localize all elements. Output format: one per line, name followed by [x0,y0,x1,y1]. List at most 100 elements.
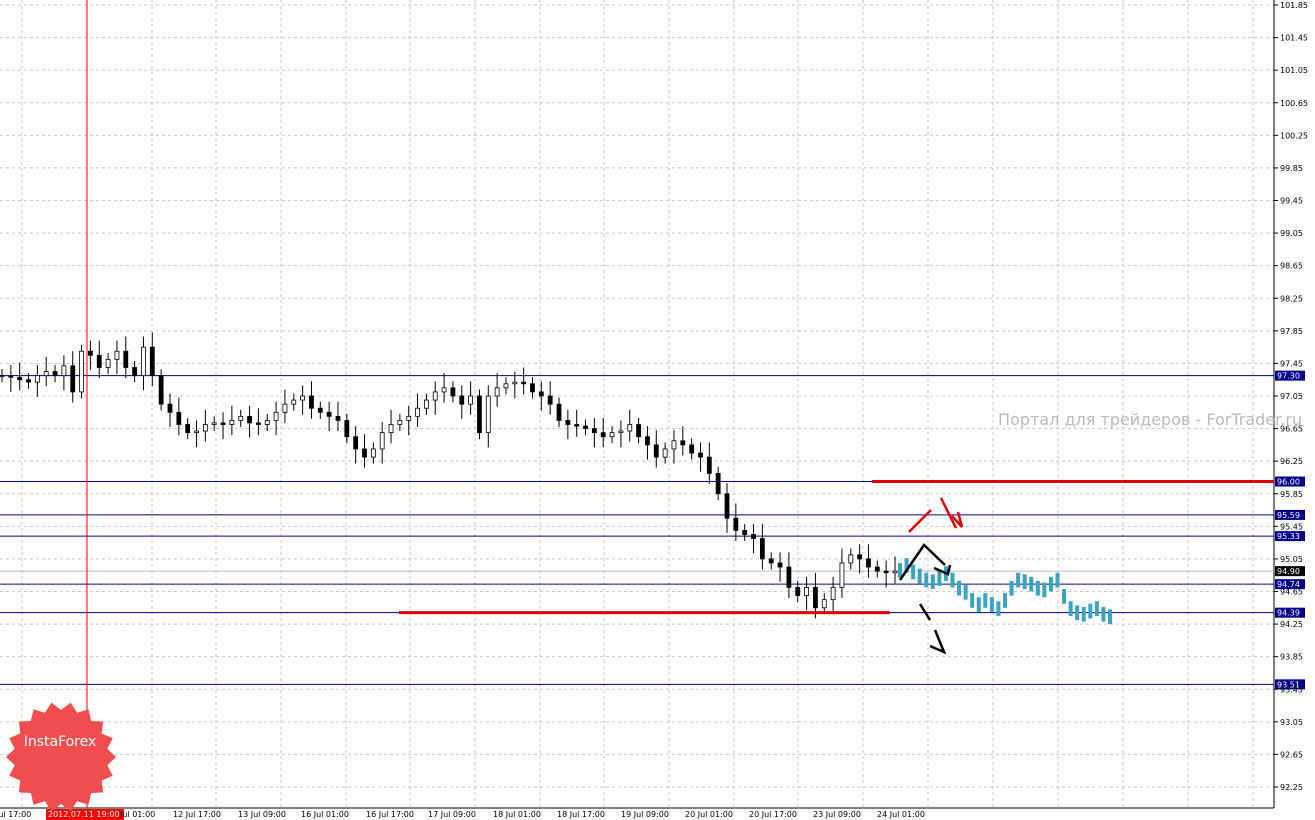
candle-body [282,403,288,413]
forecast-bar [957,580,962,596]
candle-body [724,493,730,519]
support-resistance-lines [399,480,1274,615]
candle-body [309,395,314,409]
candle-body [477,395,482,434]
candle-body [362,448,367,458]
y-tick-label: 92.25 [1280,783,1303,792]
y-tick-label: 98.65 [1280,262,1303,271]
candle-body [600,432,606,438]
forecast-bar [1035,580,1040,596]
forecast-bar [911,564,916,580]
red-arrow-down [939,497,958,529]
candle-body [689,444,695,454]
level-label: 93.51 [1277,680,1300,689]
y-tick-label: 97.85 [1280,327,1303,336]
y-tick-label: 99.05 [1280,229,1303,238]
candle-body [256,422,261,425]
x-tick-label: 23 Jul 09:00 [813,810,861,819]
forecast-bar [1101,606,1106,622]
watermark: Портал для трейдеров - ForTrader.ru [998,410,1303,429]
forecast-bar [1022,574,1027,590]
level-label-bg [1275,476,1305,487]
candle-body [866,558,871,568]
level-label: 95.33 [1277,532,1300,541]
candle-body [211,422,217,425]
level-label: 95.59 [1277,511,1300,520]
candle-body [291,399,297,405]
candle-body [26,379,31,383]
candle-body [503,383,509,389]
candle-body [786,566,792,588]
candle-body [653,444,659,458]
level-label-bg [1275,679,1305,690]
cursor-time-bg [46,809,124,820]
candle-body [141,346,146,377]
candle-body [123,350,129,368]
x-tick-label: 20 Jul 01:00 [685,810,733,819]
y-tick-label: 95.85 [1280,490,1303,499]
y-tick-label: 94.65 [1280,588,1303,597]
candle-body [379,432,385,450]
candle-body [158,375,164,405]
forecast-bar [963,584,968,600]
y-tick-label: 93.05 [1280,718,1303,727]
forecast-bar [1009,580,1014,596]
level-label-bg [1275,607,1305,618]
candle-body [300,395,306,401]
level-label-bg [1275,370,1305,381]
current-price-bg [1275,566,1305,577]
forecast-bar [904,558,909,573]
instaforex-logo [6,702,116,812]
forecast-bar [1048,576,1053,592]
candle-body [892,570,898,574]
candle-body [759,538,765,560]
candle-body [645,436,650,446]
forecast-bar [937,571,942,586]
candle-body [70,365,76,393]
candle-body [556,403,562,421]
candle-body [813,587,818,609]
forecast-bar [898,562,902,578]
level-label-bg [1275,531,1305,542]
forecast-bar [989,597,994,612]
y-axis: 101.85 101.45 101.05 100.65 100.25 99.85 99.45… [1274,1,1308,792]
candle-body [229,420,235,425]
candle-body [583,425,588,429]
forecast-bar [1081,606,1086,622]
y-tick-label: 101.05 [1280,66,1308,75]
y-tick-label: 100.65 [1280,99,1308,108]
candle-body [88,350,93,356]
black-arrow-head-2 [929,629,947,655]
candle-body [176,411,182,425]
candle-body [698,452,703,458]
candle-body [538,391,544,397]
candle-body [353,436,359,450]
black-arrow-up [898,543,946,581]
candle-body [459,395,465,405]
candle-body [565,420,571,425]
current-price-label: 94.90 [1277,567,1300,576]
forecast-bar [983,593,988,608]
candle-body [468,395,474,405]
grid [0,0,1275,809]
candle-body [34,375,40,383]
y-tick-label: 101.85 [1280,1,1308,10]
forecast-bar [1108,609,1112,625]
x-tick-label: 16 Jul 17:00 [366,810,414,819]
y-tick-label: 93.45 [1280,685,1303,694]
candle-body [671,440,677,450]
forecast-bar [1055,572,1060,588]
x-tick-label: Jul 17:00 [0,810,31,819]
candle-body [883,570,889,574]
y-tick-label: 100.25 [1280,131,1308,140]
y-tick-label: 101.45 [1280,34,1308,43]
y-tick-label: 94.25 [1280,620,1303,629]
y-tick-label: 95.45 [1280,522,1303,531]
logo-text: InstaForex [23,734,97,750]
candle-body [273,411,279,421]
candle-body [715,472,721,495]
candle-body [326,411,332,417]
candle-body [521,381,527,385]
candle-body [512,381,518,385]
